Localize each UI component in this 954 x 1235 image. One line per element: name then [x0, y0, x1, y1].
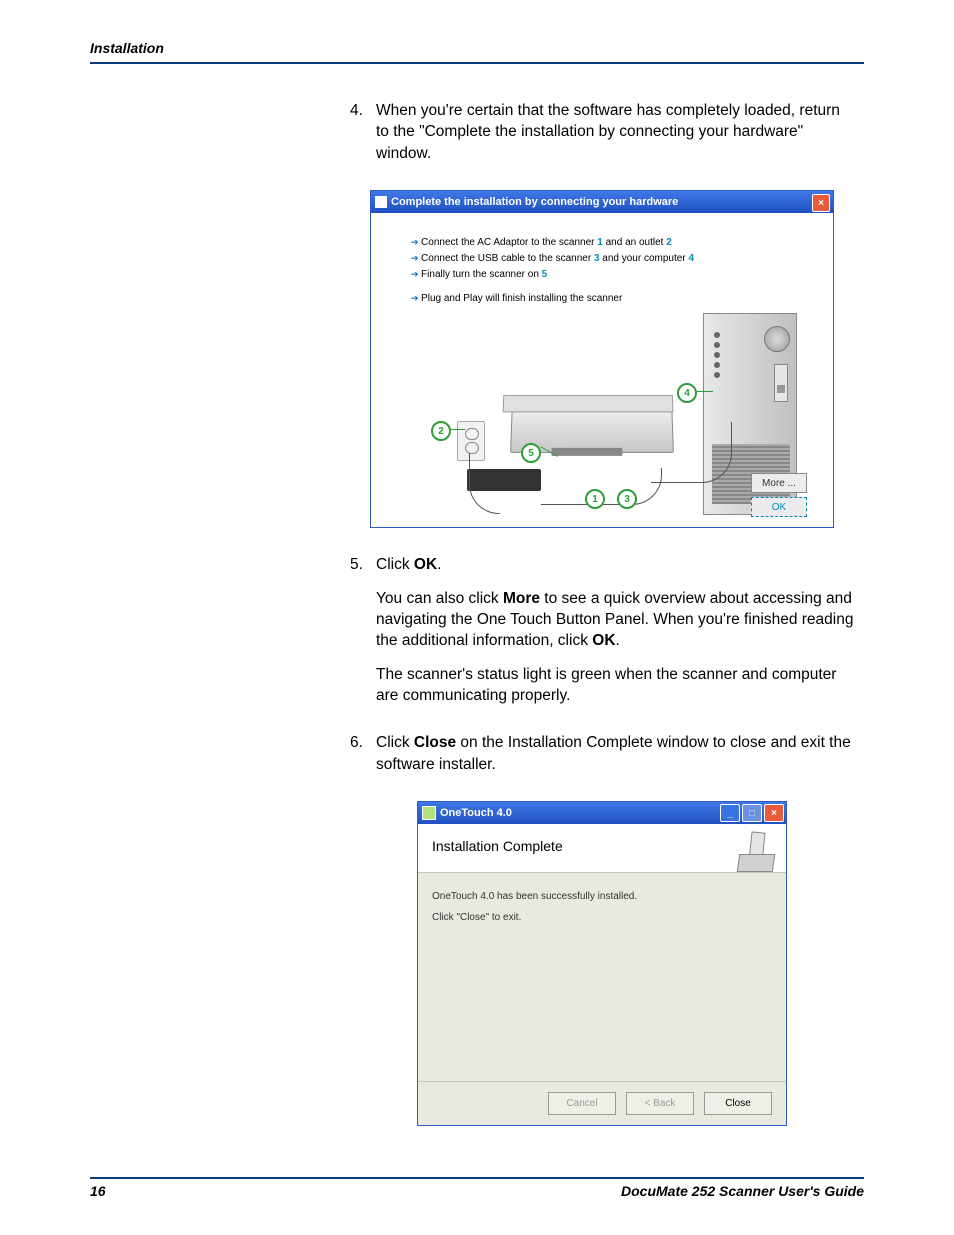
onetouch-footer: Cancel < Back Close — [418, 1081, 786, 1125]
instr-line-3: Finally turn the scanner on 5 — [411, 267, 805, 283]
step-5-lead: Click — [376, 556, 414, 573]
ok-button[interactable]: OK — [751, 497, 807, 517]
body: 4. When you're certain that the software… — [350, 100, 854, 1126]
drive-bay — [774, 364, 788, 402]
connection-diagram: 2 5 1 3 4 — [391, 313, 813, 513]
step-4: 4. When you're certain that the software… — [350, 100, 854, 176]
onetouch-body: OneTouch 4.0 has been successfully insta… — [418, 873, 786, 1081]
page-number: 16 — [90, 1183, 106, 1199]
marker-3: 3 — [617, 489, 637, 509]
step-5-p2a: You can also click — [376, 590, 503, 607]
close-dialog-button[interactable]: Close — [704, 1092, 772, 1115]
step-5-ok2: OK — [592, 632, 615, 649]
footer-title: DocuMate 252 Scanner User's Guide — [621, 1183, 864, 1199]
step-6-close: Close — [414, 734, 456, 751]
leader-2 — [449, 429, 465, 430]
more-button[interactable]: More ... — [751, 473, 807, 493]
onetouch-header: Installation Complete — [418, 824, 786, 873]
step-6-lead: Click — [376, 734, 414, 751]
leader-4 — [695, 391, 713, 392]
marker-2: 2 — [431, 421, 451, 441]
page-header: Installation — [90, 40, 864, 64]
window-buttons: _ □ × — [720, 804, 784, 822]
onetouch-heading: Installation Complete — [432, 838, 772, 854]
step-5-tail: . — [437, 556, 441, 573]
step-5: 5. Click OK. You can also click More to … — [350, 554, 854, 718]
instr-2a: Connect the USB cable to the scanner — [421, 253, 594, 264]
app-icon — [375, 196, 387, 208]
onetouch-title: OneTouch 4.0 — [440, 807, 512, 819]
page-footer: 16 DocuMate 252 Scanner User's Guide — [90, 1177, 864, 1199]
hardware-window-body: Connect the AC Adaptor to the scanner 1 … — [371, 213, 833, 527]
scanner-icon — [738, 832, 772, 872]
instr-2-n4: 4 — [688, 253, 694, 264]
section-title: Installation — [90, 40, 164, 56]
instr-3a: Finally turn the scanner on — [421, 269, 542, 280]
onetouch-icon — [422, 806, 436, 820]
instr-line-1: Connect the AC Adaptor to the scanner 1 … — [411, 235, 805, 251]
step-5-ok: OK — [414, 556, 437, 573]
instr-1-n2: 2 — [666, 237, 672, 248]
instr-line-4: Plug and Play will finish installing the… — [411, 291, 805, 307]
step-5-p1: Click OK. — [376, 554, 854, 575]
marker-5: 5 — [521, 443, 541, 463]
tower-leds — [714, 328, 724, 398]
step-5-number: 5. — [350, 554, 376, 718]
instr-2b: and your computer — [600, 253, 689, 264]
instr-1b: and an outlet — [603, 237, 666, 248]
maximize-button[interactable]: □ — [742, 804, 762, 822]
minimize-button[interactable]: _ — [720, 804, 740, 822]
marker-1: 1 — [585, 489, 605, 509]
onetouch-titlebar: OneTouch 4.0 _ □ × — [418, 802, 786, 824]
cable-power — [469, 453, 500, 514]
step-6-text: Click Close on the Installation Complete… — [376, 732, 854, 775]
instr-3-n5: 5 — [542, 269, 548, 280]
step-4-text: When you're certain that the software ha… — [376, 100, 854, 164]
hardware-window-title: Complete the installation by connecting … — [391, 196, 678, 208]
cable-usb — [651, 422, 732, 483]
onetouch-msg-2: Click "Close" to exit. — [432, 912, 772, 923]
onetouch-window: OneTouch 4.0 _ □ × Installation Complete… — [417, 801, 787, 1126]
step-4-number: 4. — [350, 100, 376, 176]
instr-1a: Connect the AC Adaptor to the scanner — [421, 237, 597, 248]
step-5-more: More — [503, 590, 540, 607]
close-button[interactable]: × — [764, 804, 784, 822]
close-icon[interactable]: × — [812, 194, 830, 212]
marker-4: 4 — [677, 383, 697, 403]
onetouch-msg-1: OneTouch 4.0 has been successfully insta… — [432, 891, 772, 902]
cancel-button[interactable]: Cancel — [548, 1092, 616, 1115]
step-6-number: 6. — [350, 732, 376, 787]
back-button[interactable]: < Back — [626, 1092, 694, 1115]
page: Installation 4. When you're certain that… — [0, 0, 954, 1235]
step-5-p3: The scanner's status light is green when… — [376, 664, 854, 707]
step-6: 6. Click Close on the Installation Compl… — [350, 732, 854, 787]
hardware-window: Complete the installation by connecting … — [370, 190, 834, 528]
instr-line-2: Connect the USB cable to the scanner 3 a… — [411, 251, 805, 267]
step-5-p2e: . — [616, 632, 620, 649]
hardware-window-titlebar: Complete the installation by connecting … — [371, 191, 833, 213]
step-5-p2: You can also click More to see a quick o… — [376, 588, 854, 652]
